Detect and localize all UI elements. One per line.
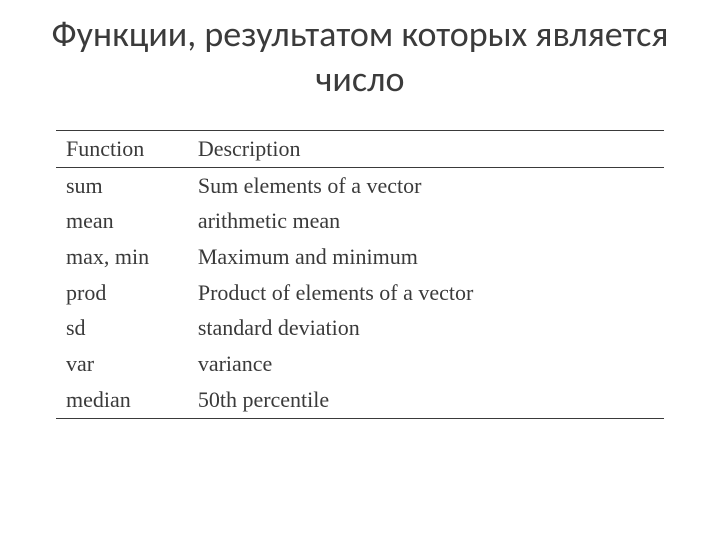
cell-function: median: [56, 382, 196, 418]
cell-description: standard deviation: [196, 310, 664, 346]
table-row: mean arithmetic mean: [56, 203, 664, 239]
cell-function: prod: [56, 275, 196, 311]
cell-function: max, min: [56, 239, 196, 275]
cell-function: mean: [56, 203, 196, 239]
table-row: median 50th percentile: [56, 382, 664, 418]
table-row: prod Product of elements of a vector: [56, 275, 664, 311]
functions-table: Function Description sum Sum elements of…: [56, 130, 664, 419]
cell-description: arithmetic mean: [196, 203, 664, 239]
slide: Функции, результатом которых является чи…: [0, 0, 720, 540]
cell-function: var: [56, 346, 196, 382]
table-header-row: Function Description: [56, 131, 664, 168]
cell-description: variance: [196, 346, 664, 382]
cell-description: Product of elements of a vector: [196, 275, 664, 311]
cell-function: sum: [56, 167, 196, 203]
col-header-description: Description: [196, 131, 664, 168]
cell-function: sd: [56, 310, 196, 346]
functions-table-wrap: Function Description sum Sum elements of…: [56, 130, 664, 419]
cell-description: Maximum and minimum: [196, 239, 664, 275]
cell-description: Sum elements of a vector: [196, 167, 664, 203]
col-header-function: Function: [56, 131, 196, 168]
table-row: sd standard deviation: [56, 310, 664, 346]
table-row: sum Sum elements of a vector: [56, 167, 664, 203]
table-row: var variance: [56, 346, 664, 382]
cell-description: 50th percentile: [196, 382, 664, 418]
table-row: max, min Maximum and minimum: [56, 239, 664, 275]
page-title: Функции, результатом которых является чи…: [40, 12, 680, 102]
